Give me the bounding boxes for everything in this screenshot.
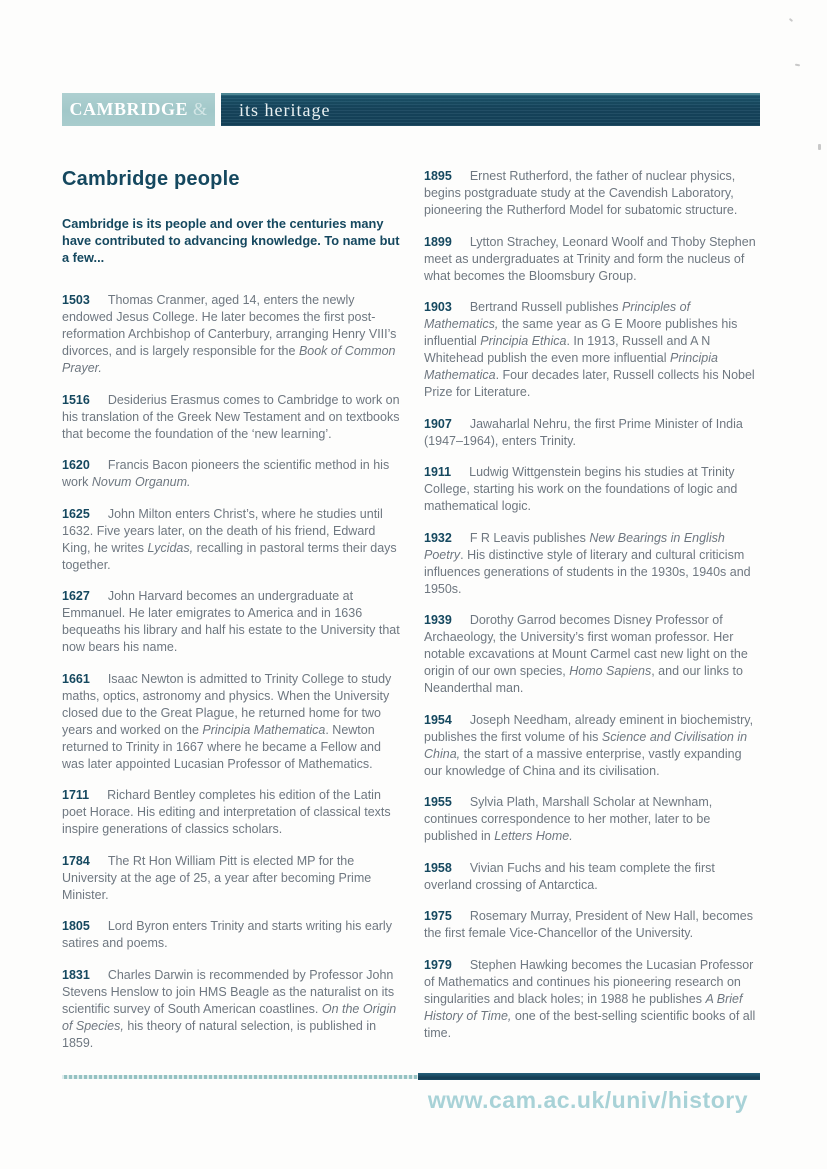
timeline-year: 1911 [424, 465, 452, 479]
timeline-text: Thomas Cranmer, aged 14, enters the newl… [62, 293, 397, 376]
timeline-text: Lytton Strachey, Leonard Woolf and Thoby… [424, 234, 756, 283]
footer-url: www.cam.ac.uk/univ/history [427, 1087, 748, 1113]
timeline-text: Lord Byron enters Trinity and starts wri… [62, 919, 392, 951]
timeline-entry: 1932 F R Leavis publishes New Bearings in… [424, 530, 762, 598]
banner-divider-gap [215, 93, 221, 126]
timeline-entry: 1899 Lytton Strachey, Leonard Woolf and T… [424, 234, 762, 285]
scan-artifact [794, 63, 801, 67]
timeline-entry: 1907 Jawaharlal Nehru, the first Prime Mi… [424, 416, 762, 450]
left-column: Cambridge people Cambridge is its people… [62, 168, 403, 1066]
timeline-right: 1895 Ernest Rutherford, the father of nuc… [424, 168, 762, 1042]
banner-subtitle: its heritage [239, 100, 331, 120]
timeline-entry: 1975 Rosemary Murray, President of New Ha… [424, 908, 762, 942]
content-columns: Cambridge people Cambridge is its people… [62, 168, 762, 1066]
timeline-entry: 1784 The Rt Hon William Pitt is elected M… [62, 853, 403, 904]
timeline-entry: 1831 Charles Darwin is recommended by Pro… [62, 967, 403, 1052]
timeline-year: 1979 [424, 957, 452, 972]
timeline-entry: 1911 Ludwig Wittgenstein begins his studi… [424, 464, 762, 515]
banner-ampersand: & [193, 99, 208, 119]
page-title: Cambridge people [62, 168, 240, 190]
timeline-entry: 1805 Lord Byron enters Trinity and starts… [62, 918, 403, 952]
timeline-year: 1627 [62, 589, 90, 604]
scan-artifact [788, 17, 794, 23]
timeline-entry: 1503 Thomas Cranmer, aged 14, enters the … [62, 292, 403, 377]
footer-rule-light-segment [62, 1075, 418, 1079]
timeline-year: 1903 [424, 300, 452, 314]
timeline-year: 1932 [424, 530, 452, 545]
timeline-text: Sylvia Plath, Marshall Scholar at Newnha… [424, 795, 713, 843]
banner-brand-text: CAMBRIDGE [69, 99, 188, 119]
timeline-left: 1503 Thomas Cranmer, aged 14, enters the … [62, 292, 403, 1052]
timeline-text: Ernest Rutherford, the father of nuclear… [424, 169, 738, 217]
timeline-entry: 1958 Vivian Fuchs and his team complete t… [424, 860, 762, 894]
right-column: 1895 Ernest Rutherford, the father of nuc… [424, 168, 762, 1066]
timeline-text: Charles Darwin is recommended by Profess… [62, 967, 397, 1050]
timeline-year: 1503 [62, 293, 90, 308]
timeline-year: 1805 [62, 919, 90, 934]
timeline-text: The Rt Hon William Pitt is elected MP fo… [62, 853, 372, 902]
timeline-year: 1620 [62, 458, 90, 473]
timeline-text: John Harvard becomes an undergraduate at… [62, 589, 400, 655]
banner-subtitle-bar: its heritage [221, 93, 760, 126]
timeline-entry: 1516 Desiderius Erasmus comes to Cambridg… [62, 392, 403, 443]
timeline-text: Rosemary Murray, President of New Hall, … [424, 909, 754, 940]
footer-rule-dark-segment [418, 1073, 760, 1080]
timeline-year: 1899 [424, 234, 452, 249]
timeline-year: 1939 [424, 613, 452, 627]
timeline-entry: 1954 Joseph Needham, already eminent in b… [424, 712, 762, 780]
timeline-entry: 1711 Richard Bentley completes his editio… [62, 787, 403, 838]
timeline-text: Jawaharlal Nehru, the first Prime Minist… [424, 416, 743, 448]
timeline-year: 1516 [62, 392, 90, 407]
timeline-entry: 1625 John Milton enters Christ’s, where h… [62, 506, 403, 574]
banner-brand-box: CAMBRIDGE & [62, 93, 215, 126]
timeline-text: Joseph Needham, already eminent in bioch… [424, 712, 754, 778]
timeline-entry: 1979 Stephen Hawking becomes the Lucasian… [424, 957, 762, 1042]
timeline-year: 1958 [424, 860, 452, 875]
timeline-year: 1711 [62, 788, 90, 803]
header-banner: CAMBRIDGE & its heritage [62, 93, 760, 126]
timeline-text: Ludwig Wittgenstein begins his studies a… [424, 465, 738, 513]
timeline-entry: 1627 John Harvard becomes an undergraduat… [62, 588, 403, 656]
timeline-text: Dorothy Garrod becomes Disney Professor … [424, 613, 748, 695]
timeline-year: 1954 [424, 712, 452, 727]
timeline-year: 1895 [424, 169, 452, 183]
timeline-year: 1784 [62, 853, 90, 868]
timeline-text: Vivian Fuchs and his team complete the f… [424, 860, 715, 892]
timeline-text: Bertrand Russell publishes Principles of… [424, 300, 755, 399]
timeline-year: 1625 [62, 506, 90, 521]
timeline-text: F R Leavis publishes New Bearings in Eng… [424, 530, 751, 596]
timeline-entry: 1903 Bertrand Russell publishes Principle… [424, 299, 762, 401]
timeline-year: 1831 [62, 967, 90, 982]
timeline-year: 1907 [424, 416, 452, 431]
timeline-text: John Milton enters Christ’s, where he st… [62, 506, 397, 572]
timeline-text: Richard Bentley completes his edition of… [62, 788, 391, 837]
footer: www.cam.ac.uk/univ/history [62, 1073, 760, 1114]
timeline-entry: 1620 Francis Bacon pioneers the scientifi… [62, 457, 403, 491]
intro-paragraph: Cambridge is its people and over the cen… [62, 216, 400, 266]
timeline-entry: 1895 Ernest Rutherford, the father of nuc… [424, 168, 762, 219]
timeline-text: Desiderius Erasmus comes to Cambridge to… [62, 392, 400, 441]
timeline-year: 1661 [62, 671, 90, 686]
timeline-text: Francis Bacon pioneers the scientific me… [62, 458, 390, 490]
footer-rule [62, 1073, 760, 1081]
timeline-year: 1975 [424, 909, 452, 923]
timeline-entry: 1939 Dorothy Garrod becomes Disney Profes… [424, 612, 762, 697]
timeline-text: Isaac Newton is admitted to Trinity Coll… [62, 671, 392, 771]
timeline-entry: 1955 Sylvia Plath, Marshall Scholar at Ne… [424, 794, 762, 845]
timeline-year: 1955 [424, 795, 452, 809]
timeline-entry: 1661 Isaac Newton is admitted to Trinity … [62, 671, 403, 773]
scan-artifact [818, 144, 821, 150]
timeline-text: Stephen Hawking becomes the Lucasian Pro… [424, 957, 756, 1040]
